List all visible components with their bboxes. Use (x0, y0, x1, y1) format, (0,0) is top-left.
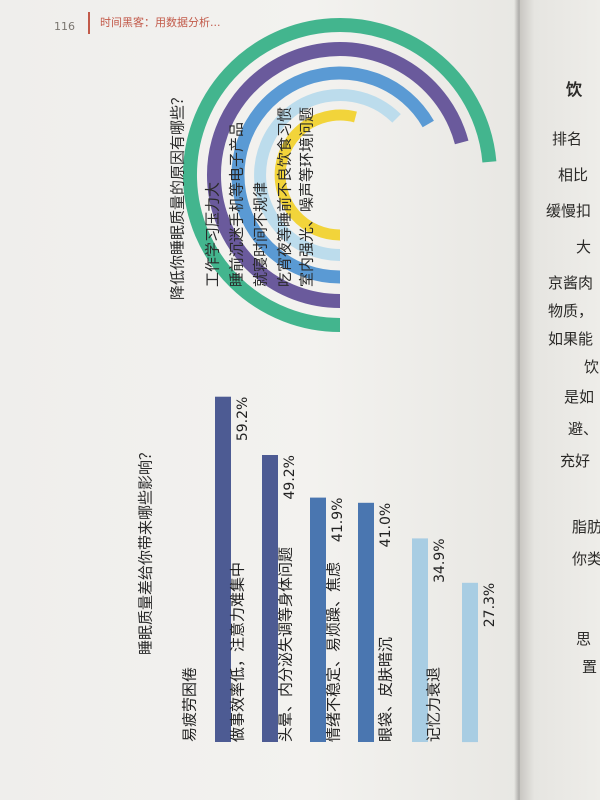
right-text-fragment: 京酱肉 (548, 274, 594, 292)
left-page (0, 0, 520, 800)
right-text-fragment: 大 (576, 238, 592, 256)
page-number: 116 (54, 20, 75, 33)
page-gutter (514, 0, 524, 800)
right-text-fragment: 思 (576, 630, 592, 648)
right-text-fragment: 饮 (566, 80, 583, 99)
right-text-fragment: 你类 (572, 550, 600, 568)
right-text-fragment: 缓慢扣 (546, 202, 592, 220)
right-text-fragment: 充好 (560, 452, 591, 470)
right-text-fragment: 避、 (568, 420, 599, 438)
right-text-fragment: 置 (582, 658, 598, 676)
right-page: 饮 排名 相比 缓慢扣 大 京酱肉 物质， 如果能 饮 是如 避、 充好 脂肪 … (520, 0, 600, 800)
right-text-fragment: 物质， (548, 302, 594, 320)
right-text-fragment: 脂肪 (572, 518, 600, 536)
right-text-fragment: 相比 (558, 166, 589, 184)
right-text-fragment: 饮 (584, 358, 600, 376)
right-text-fragment: 如果能 (548, 330, 594, 348)
right-text-fragment: 是如 (564, 388, 595, 406)
right-text-fragment: 排名 (552, 130, 583, 148)
running-header: 时间黑客：用数据分析... (100, 16, 221, 29)
header-rule (88, 12, 90, 34)
